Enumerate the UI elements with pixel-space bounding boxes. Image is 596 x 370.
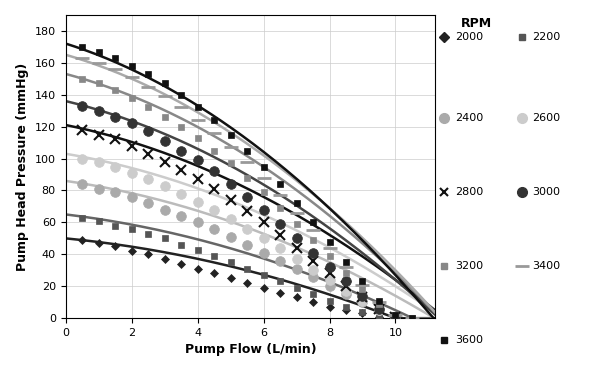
Text: 2400: 2400 [455, 113, 483, 124]
Text: 2200: 2200 [532, 32, 560, 42]
Text: 2600: 2600 [532, 113, 560, 124]
Text: 3400: 3400 [532, 261, 560, 272]
Text: 3000: 3000 [532, 187, 560, 198]
Text: 3200: 3200 [455, 261, 483, 272]
Text: RPM: RPM [461, 17, 492, 30]
Y-axis label: Pump Head Pressure (mmHg): Pump Head Pressure (mmHg) [16, 63, 29, 270]
Text: 3600: 3600 [455, 335, 483, 346]
Text: 2000: 2000 [455, 32, 483, 42]
X-axis label: Pump Flow (L/min): Pump Flow (L/min) [185, 343, 316, 356]
Text: 2800: 2800 [455, 187, 483, 198]
